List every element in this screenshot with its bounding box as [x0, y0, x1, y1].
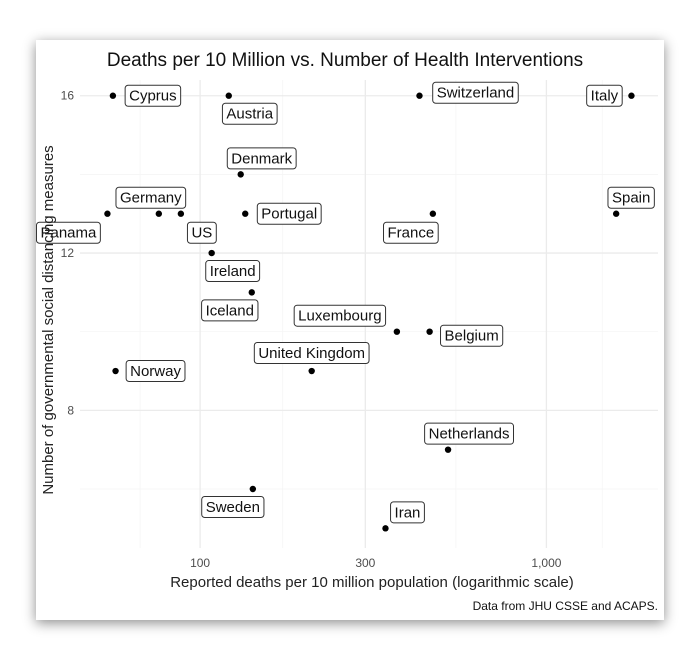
x-tick-label: 1,000: [531, 556, 561, 570]
label-iran: Iran: [390, 501, 425, 524]
label-iceland: Iceland: [201, 299, 259, 322]
y-tick-label: 16: [61, 89, 75, 103]
label-box: [607, 186, 655, 209]
point-germany: [155, 210, 163, 217]
label-box: [186, 221, 217, 244]
label-box: [432, 81, 519, 104]
point-labels: Cyprus Austria Switzerland Italy Denmark Germ…: [36, 81, 655, 524]
point-italy: [628, 92, 635, 99]
point-sweden: [249, 485, 257, 493]
label-box: [253, 342, 370, 365]
point-netherlands: [444, 446, 452, 453]
label-text: Panama: [40, 225, 97, 242]
point-iran: [382, 525, 389, 532]
label-text: Ireland: [210, 263, 256, 280]
point-spain: [612, 210, 620, 217]
label-united-kingdom: United Kingdom: [253, 342, 370, 365]
label-box: [293, 304, 387, 327]
label-text: Cyprus: [129, 88, 177, 105]
label-text: Norway: [130, 363, 181, 380]
label-austria: Austria: [221, 102, 278, 125]
label-box: [36, 221, 101, 244]
label-portugal: Portugal: [256, 202, 322, 225]
label-box: [390, 501, 425, 524]
point-portugal: [242, 210, 249, 217]
label-italy: Italy: [586, 84, 623, 107]
point-ireland: [208, 249, 215, 257]
label-box: [586, 84, 623, 107]
label-text: Sweden: [206, 499, 260, 516]
label-denmark: Denmark: [226, 147, 297, 170]
label-sweden: Sweden: [201, 496, 265, 519]
label-text: United Kingdom: [258, 345, 365, 362]
label-germany: Germany: [115, 186, 187, 209]
point-us: [177, 210, 185, 217]
point-united-kingdom: [308, 367, 315, 375]
label-text: Denmark: [231, 150, 292, 167]
label-box: [201, 299, 259, 322]
label-ireland: Ireland: [205, 260, 261, 283]
label-text: Netherlands: [429, 426, 510, 443]
label-box: [205, 260, 261, 283]
chart-card: Cyprus Austria Switzerland Italy Denmark Germ…: [36, 40, 664, 620]
label-text: Spain: [612, 190, 650, 207]
label-switzerland: Switzerland: [432, 81, 519, 104]
label-spain: Spain: [607, 186, 655, 209]
label-text: Austria: [226, 106, 273, 123]
label-text: Germany: [120, 190, 182, 207]
label-box: [440, 324, 504, 347]
label-box: [124, 84, 182, 107]
chart-title: Deaths per 10 Million vs. Number of Heal…: [107, 50, 583, 71]
label-text: Luxembourg: [298, 308, 381, 325]
point-iceland: [248, 289, 255, 296]
chart-caption: Data from JHU CSSE and ACAPS.: [473, 599, 658, 613]
label-box: [256, 202, 322, 225]
label-text: Iceland: [206, 302, 254, 319]
label-netherlands: Netherlands: [424, 422, 515, 445]
label-text: Switzerland: [437, 85, 515, 102]
y-axis-title: Number of governmental social distancing…: [40, 145, 57, 494]
point-belgium: [426, 328, 433, 335]
x-axis-title: Reported deaths per 10 million populatio…: [170, 574, 574, 591]
data-points: [104, 92, 635, 532]
label-us: US: [186, 221, 217, 244]
point-austria: [225, 92, 232, 99]
label-belgium: Belgium: [440, 324, 504, 347]
point-switzerland: [416, 92, 423, 99]
axis-ticks: 100 300 1,000 8 12 16: [61, 89, 562, 570]
label-box: [125, 360, 186, 383]
label-luxembourg: Luxembourg: [293, 304, 387, 327]
point-panama: [104, 210, 111, 217]
x-tick-label: 300: [355, 556, 375, 570]
label-france: France: [383, 221, 439, 244]
label-text: Iran: [395, 504, 421, 521]
point-norway: [112, 367, 119, 375]
label-cyprus: Cyprus: [124, 84, 182, 107]
label-panama: Panama: [36, 221, 101, 244]
label-box: [226, 147, 297, 170]
label-box: [201, 496, 265, 519]
y-tick-label: 12: [61, 246, 75, 260]
label-text: US: [191, 225, 212, 242]
point-denmark: [237, 171, 244, 178]
label-box: [115, 186, 187, 209]
label-text: France: [388, 225, 435, 242]
x-tick-label: 100: [190, 556, 210, 570]
label-text: Italy: [591, 88, 619, 105]
point-cyprus: [109, 92, 117, 99]
label-box: [383, 221, 439, 244]
point-luxembourg: [393, 328, 401, 335]
point-france: [429, 210, 437, 217]
label-box: [424, 422, 515, 445]
label-norway: Norway: [125, 360, 186, 383]
scatter-chart: Cyprus Austria Switzerland Italy Denmark Germ…: [36, 50, 658, 613]
label-box: [221, 102, 278, 125]
label-text: Belgium: [445, 328, 499, 345]
label-text: Portugal: [261, 206, 317, 223]
y-tick-label: 8: [67, 403, 74, 417]
